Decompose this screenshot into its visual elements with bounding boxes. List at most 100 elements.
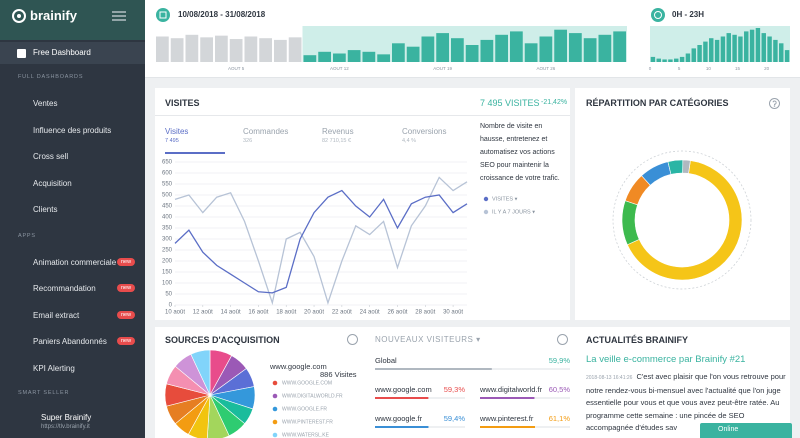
nav-item[interactable]: Recommandation new (0, 279, 145, 297)
item-label: KPI Alerting (33, 363, 75, 373)
x-tick-label: 30 août (443, 310, 463, 316)
day-bar (377, 54, 390, 62)
tab[interactable]: Visites 7 495 (165, 127, 235, 154)
y-tick-label: 550 (162, 182, 173, 188)
day-bar (274, 39, 287, 62)
row-value: 59,3% (444, 385, 466, 394)
donut-segment (682, 159, 691, 174)
tab-label: Visites (165, 127, 189, 136)
active-item[interactable]: Free Dashboard (0, 42, 145, 64)
brand: brainify (30, 8, 77, 23)
hour-bar (679, 56, 685, 62)
y-tick-label: 50 (165, 292, 172, 298)
row-value: 59,4% (444, 414, 466, 423)
help-icon[interactable] (347, 334, 358, 345)
nav-item[interactable]: Email extract new (0, 306, 145, 324)
day-bar (215, 35, 228, 62)
section-title: SMART SELLER (18, 389, 70, 396)
pie-slice (190, 349, 211, 396)
y-tick-label: 450 (162, 204, 173, 210)
item-label: Recommandation (33, 284, 96, 293)
hour-bar (685, 53, 691, 62)
row-value: 59,9% (549, 356, 571, 365)
tab[interactable]: Commandes 326 (243, 127, 313, 154)
day-bar (583, 38, 597, 62)
menu-toggle[interactable] (112, 11, 126, 21)
nav-item[interactable]: Animation commerciale new (0, 253, 145, 271)
badge: new (117, 337, 136, 345)
row-name: www.google.fr (374, 414, 423, 423)
day-bar (421, 36, 435, 62)
row-value: 60,5% (549, 385, 571, 394)
visits-description: Nombre de visite en hausse, entretenez e… (480, 123, 560, 182)
nav-item[interactable]: Acquisition (0, 174, 145, 192)
x-tick-label: 24 août (360, 310, 380, 316)
tab[interactable]: Conversions 4,4 % (402, 127, 472, 154)
hour-bar (691, 48, 696, 62)
nav-item[interactable]: Paniers Abandonnés new (0, 332, 145, 350)
card-title[interactable]: NOUVEAUX VISITEURS ▾ (375, 335, 481, 344)
icon (17, 49, 26, 58)
nav-item[interactable]: Cross sell (0, 147, 145, 165)
nav-item[interactable]: Influence des produits (0, 121, 145, 139)
day-bar (362, 51, 376, 62)
legend-dot (483, 196, 489, 202)
help-icon[interactable] (557, 334, 568, 345)
tab-value: 4,4 % (402, 138, 417, 144)
hour-range[interactable]: 0H - 23H (672, 10, 705, 19)
visits-card: VISITES 7 495 VISITES -21,42% Nombre de … (155, 88, 570, 320)
day-bar (613, 31, 626, 62)
calendar-icon[interactable] (156, 8, 170, 22)
y-tick-label: 350 (162, 226, 173, 232)
hour-bar (656, 58, 661, 62)
day-bar (347, 50, 361, 62)
hour-bar (749, 29, 755, 62)
status: Online (718, 426, 739, 433)
nav-item[interactable]: Ventes (0, 94, 145, 112)
nav-item[interactable]: Clients (0, 200, 145, 218)
sources-chart: WWW.GOOGLE.COM WWW.DIGITALWORLD.FR WWW.GOO… (164, 349, 571, 438)
series-line (174, 176, 468, 306)
day-bar (495, 34, 508, 62)
donut-segment (667, 159, 684, 175)
x-tick-label: 15 (735, 66, 741, 71)
day-bar (510, 31, 523, 62)
x-tick-label: 14 août (221, 310, 241, 316)
item-label: Influence des produits (33, 125, 112, 135)
hour-bar (674, 58, 679, 62)
nav-item[interactable]: KPI Alerting (0, 359, 145, 377)
x-tick-label: 18 août (276, 310, 296, 316)
card-title: ACTUALITÉS BRAINIFY (586, 335, 688, 345)
item-label: Ventes (33, 99, 58, 108)
divider (155, 115, 570, 116)
tab-label: Commandes (243, 127, 289, 136)
help-icon[interactable] (769, 98, 780, 109)
news-text: 2018-08-13 16:41:26 C'est avec plaisir qu… (586, 371, 786, 435)
news-headline[interactable]: La veille e-commerce par Brainify #21 (586, 354, 746, 365)
online-badge[interactable]: Online (700, 423, 792, 438)
card-title: RÉPARTITION PAR CATÉGORIES (586, 98, 729, 108)
day-bar (524, 43, 538, 62)
x-tick-label: AOUT 19 (433, 66, 452, 71)
legend-dot (272, 432, 278, 438)
y-tick-label: 500 (162, 193, 173, 199)
row-name: www.google.com (374, 385, 432, 394)
tab-value: 326 (243, 138, 253, 144)
day-bar (451, 38, 464, 62)
day-bar (259, 38, 272, 62)
y-tick-label: 100 (162, 281, 173, 287)
date-range[interactable]: 10/08/2018 - 31/08/2018 (178, 10, 266, 19)
hour-bar (650, 56, 656, 62)
item-label: Acquisition (33, 178, 72, 188)
clock-icon[interactable] (651, 8, 665, 22)
visits-chart: 0 50 100 150 200 250 300 350 400 450 500 550 600 650 1… (162, 160, 535, 316)
x-tick-label: 5 (678, 66, 681, 71)
y-tick-label: 150 (162, 270, 173, 276)
tab[interactable]: Revenus 82 710,15 € (322, 127, 392, 154)
day-bar (406, 46, 420, 62)
hour-bar (720, 36, 726, 62)
section-title: FULL DASHBOARDS (18, 74, 84, 80)
legend-dot (483, 209, 489, 215)
x-tick-label: 22 août (332, 310, 352, 316)
